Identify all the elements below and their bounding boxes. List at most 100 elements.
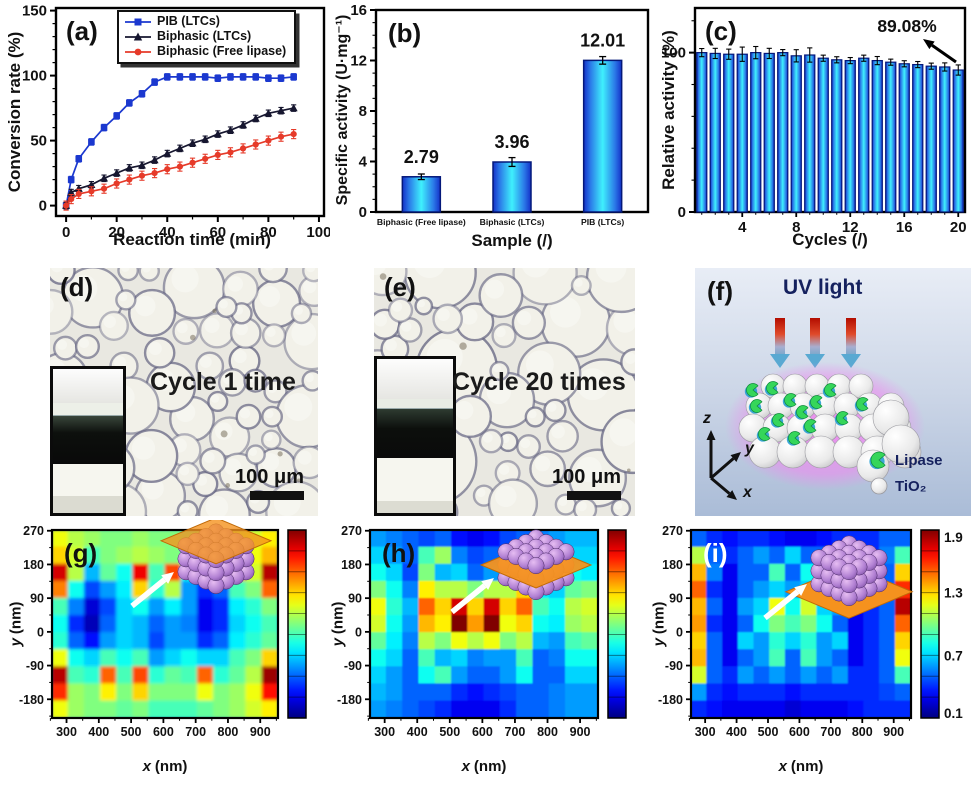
bars: 2.79 Biphasic (Free lipase) 3.96 Biphasic (… [377, 30, 625, 227]
svg-text:PIB (LTCs): PIB (LTCs) [581, 217, 624, 227]
svg-text:20: 20 [108, 224, 125, 241]
svg-text:900: 900 [570, 725, 591, 739]
vial-dark-liquid [377, 408, 453, 458]
svg-text:180: 180 [23, 558, 44, 572]
svg-text:400: 400 [88, 725, 109, 739]
svg-text:500: 500 [758, 725, 779, 739]
y-unit: (nm) [7, 601, 25, 635]
panel-g-heatmap: 300 400 500 600 700 800 900 -180 -90 0 90 180 270 (g… [0, 520, 330, 787]
svg-text:4: 4 [738, 219, 747, 236]
panel-g-label: (g) [64, 538, 98, 568]
uv-arrows [770, 318, 861, 368]
legend-marker-circle [125, 46, 151, 58]
svg-text:16: 16 [896, 219, 913, 236]
vial-base [377, 500, 453, 513]
svg-text:-90: -90 [26, 659, 44, 673]
svg-text:270: 270 [662, 524, 683, 538]
svg-text:0.7: 0.7 [944, 648, 963, 663]
svg-text:300: 300 [56, 725, 77, 739]
svg-text:89.08%: 89.08% [877, 16, 937, 36]
svg-text:-180: -180 [337, 693, 362, 707]
x-var: x [778, 758, 787, 775]
uv-light-title: UV light [783, 276, 863, 299]
x-var: x [142, 758, 151, 775]
svg-text:Biphasic (Free lipase): Biphasic (Free lipase) [377, 217, 466, 227]
x-unit: (nm) [790, 758, 824, 775]
svg-text:0: 0 [678, 204, 686, 221]
svg-text:180: 180 [341, 558, 362, 572]
heatmap-svg: 300 400 500 600 700 800 900 -180 -90 0 90 180 270 [19, 520, 307, 739]
svg-text:0: 0 [37, 625, 44, 639]
svg-text:0: 0 [359, 204, 367, 221]
svg-text:100: 100 [661, 45, 686, 62]
svg-text:600: 600 [153, 725, 174, 739]
svg-text:800: 800 [218, 725, 239, 739]
bar-chart-svg: 0 4 8 12 16 2.79 Biphasic (Free lipase) 3.96 Bip… [350, 2, 650, 227]
svg-text:700: 700 [185, 725, 206, 739]
axes: 300 400 500 600 700 800 900 -180 -90 0 90 180 270 [337, 524, 597, 739]
svg-text:40: 40 [159, 224, 176, 241]
axes: 300 400 500 600 700 800 900 -180 -90 0 90 180 270 [658, 524, 910, 739]
svg-text:500: 500 [121, 725, 142, 739]
svg-text:Biphasic (LTCs): Biphasic (LTCs) [480, 217, 545, 227]
svg-text:-90: -90 [665, 659, 683, 673]
panel-a-label: (a) [66, 16, 98, 46]
svg-text:12: 12 [842, 219, 859, 236]
svg-text:100: 100 [22, 68, 47, 85]
panel-d-micrograph: (d) Cycle 1 time 100 μm [50, 268, 318, 516]
svg-text:1.3: 1.3 [944, 586, 963, 601]
svg-text:270: 270 [23, 524, 44, 538]
svg-text:12.01: 12.01 [580, 30, 625, 50]
scale-label: 100 μm [235, 466, 304, 488]
panel-g-ylabel: y (nm) [8, 602, 25, 647]
svg-text:600: 600 [472, 725, 493, 739]
panel-g-xlabel: x (nm) [143, 758, 188, 775]
legend-label: Biphasic (Free lipase) [157, 44, 287, 58]
colorbar [287, 529, 307, 719]
panel-i-heatmap: 300 400 500 600 700 800 900 -180 -90 0 90 180 270 1.9… [651, 520, 979, 787]
svg-text:90: 90 [30, 592, 44, 606]
vial-cap [377, 359, 453, 399]
panel-a-line-chart: 0 20 40 60 80 100 0 50 100 150 (a) Reaction time … [0, 0, 330, 256]
svg-text:300: 300 [374, 725, 395, 739]
vial-base [53, 495, 123, 513]
panel-f-label: (f) [707, 276, 733, 306]
legend-tio2-label: TiO₂ [895, 478, 927, 495]
svg-text:800: 800 [537, 725, 558, 739]
svg-text:400: 400 [726, 725, 747, 739]
panel-h-label: (h) [382, 538, 416, 568]
svg-text:180: 180 [662, 558, 683, 572]
heatmap-svg: 300 400 500 600 700 800 900 -180 -90 0 90 180 270 [337, 524, 627, 739]
vial-neck [377, 398, 453, 409]
legend-item-biphasic-free: Biphasic (Free lipase) [125, 44, 286, 59]
schematic-graphics [706, 318, 925, 500]
axes: 300 400 500 600 700 800 900 -180 -90 0 90 180 270 [19, 524, 277, 739]
y-unit: (nm) [329, 601, 347, 635]
svg-text:3.96: 3.96 [494, 132, 529, 152]
legend-marker-square [125, 16, 151, 28]
svg-text:-180: -180 [658, 693, 683, 707]
panel-i-label: (i) [703, 538, 728, 568]
axes: 0 100 4 8 12 16 20 [661, 20, 967, 236]
legend-item-biphasic-ltcs: Biphasic (LTCs) [125, 29, 286, 44]
svg-text:700: 700 [820, 725, 841, 739]
svg-text:50: 50 [30, 133, 47, 150]
panel-d-label: (d) [60, 272, 94, 302]
svg-text:90: 90 [348, 592, 362, 606]
scale-bar [250, 491, 304, 500]
series-0 [62, 73, 297, 210]
svg-text:500: 500 [439, 725, 460, 739]
svg-text:20: 20 [950, 219, 967, 236]
svg-text:12: 12 [350, 53, 367, 70]
colorbar: 1.9 1.3 0.7 0.1 [920, 529, 963, 721]
svg-text:300: 300 [695, 725, 716, 739]
panel-c-ylabel: Relative activity (%) [659, 30, 678, 190]
vial-neck [53, 403, 123, 416]
x-unit: (nm) [154, 758, 188, 775]
svg-text:100: 100 [306, 224, 330, 241]
x-var: x [461, 758, 470, 775]
heatmap-grid [370, 530, 598, 718]
bars [696, 45, 964, 213]
svg-text:0: 0 [62, 224, 70, 241]
